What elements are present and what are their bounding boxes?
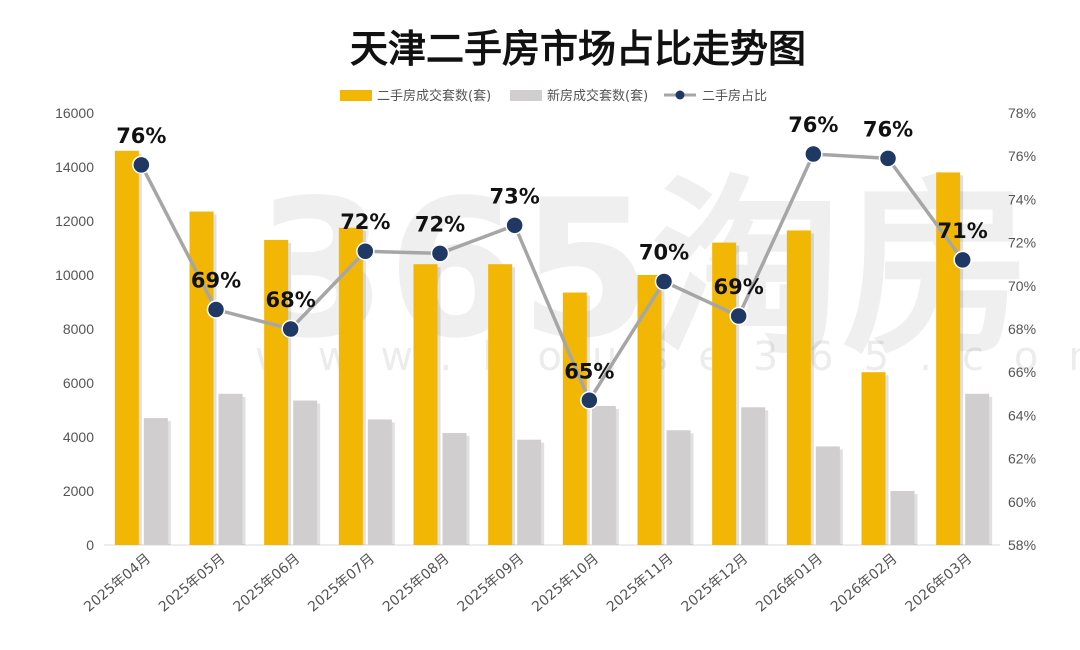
- ratio-data-label: 71%: [938, 219, 988, 243]
- bar-newhouse: [143, 418, 168, 545]
- bar-series: [114, 150, 993, 546]
- left-axis-tick: 2000: [63, 483, 94, 499]
- bar-newhouse: [517, 439, 542, 545]
- legend-swatch-ratio-marker: [675, 90, 685, 100]
- legend-swatch-newhouse: [510, 90, 542, 101]
- ratio-data-label: 69%: [191, 269, 241, 293]
- bar-newhouse: [293, 400, 318, 545]
- ratio-data-label: 76%: [788, 113, 838, 137]
- bar-secondhand: [936, 172, 961, 545]
- legend-label-newhouse: 新房成交套数(套): [547, 88, 648, 104]
- right-axis-tick: 64%: [1008, 407, 1036, 423]
- bar-secondhand: [562, 292, 587, 545]
- legend-label-ratio: 二手房占比: [702, 88, 767, 104]
- ratio-point: [430, 244, 450, 263]
- ratio-line: [139, 152, 965, 405]
- bar-secondhand: [114, 150, 139, 546]
- chart-title: 天津二手房市场占比走势图: [350, 27, 806, 71]
- ratio-point: [132, 155, 151, 175]
- x-axis-tick: 2025年11月: [604, 551, 677, 616]
- bar-secondhand: [712, 242, 737, 545]
- ratio-point: [804, 144, 823, 164]
- bar-newhouse: [442, 432, 467, 545]
- bar-secondhand: [264, 239, 289, 545]
- ratio-point: [654, 272, 674, 291]
- bar-newhouse: [367, 419, 392, 545]
- left-axis-tick: 4000: [63, 429, 94, 445]
- x-axis-tick: 2025年07月: [305, 551, 378, 616]
- ratio-data-label: 65%: [564, 359, 614, 383]
- right-axis-tick: 78%: [1008, 105, 1036, 121]
- ratio-point: [878, 149, 898, 168]
- bar-secondhand: [488, 264, 513, 545]
- bar-newhouse: [965, 393, 990, 545]
- x-axis-tick: 2025年05月: [156, 551, 229, 616]
- ratio-point: [505, 216, 524, 235]
- bar-newhouse: [218, 393, 243, 545]
- ratio-data-label: 73%: [490, 184, 540, 208]
- x-axis-tick: 2026年01月: [753, 551, 826, 616]
- left-axis-tick: 12000: [55, 213, 94, 229]
- right-axis-tick: 58%: [1008, 537, 1036, 553]
- ratio-data-label: 72%: [340, 210, 390, 234]
- left-axis-tick: 6000: [63, 375, 94, 391]
- ratio-point: [580, 391, 599, 410]
- ratio-data-label: 76%: [116, 124, 166, 148]
- right-axis-tick: 74%: [1008, 191, 1036, 207]
- x-axis-tick: 2025年09月: [455, 551, 528, 616]
- bar-secondhand: [338, 227, 363, 545]
- right-axis-tick: 62%: [1008, 451, 1036, 467]
- legend: 二手房成交套数(套) 新房成交套数(套) 二手房占比: [340, 88, 767, 104]
- right-axis-tick: 66%: [1008, 364, 1036, 380]
- right-axis-tick: 70%: [1008, 278, 1036, 294]
- left-axis-tick: 8000: [63, 321, 94, 337]
- left-axis-tick: 10000: [55, 267, 94, 283]
- bar-newhouse: [666, 430, 691, 545]
- bar-secondhand: [786, 230, 811, 545]
- bar-newhouse: [591, 405, 616, 545]
- right-axis-tick: 72%: [1008, 235, 1036, 251]
- ratio-point: [281, 319, 300, 339]
- bar-secondhand: [413, 264, 438, 545]
- right-axis: 58% 60% 62% 64% 66% 68% 70% 72% 74% 76% 78%: [1008, 105, 1036, 553]
- ratio-point: [729, 306, 748, 326]
- legend-swatch-secondhand: [340, 90, 372, 101]
- x-axis-tick: 2025年08月: [380, 551, 453, 616]
- left-axis: 0 2000 4000 6000 8000 10000 12000 14000 16000: [55, 105, 94, 553]
- ratio-data-label: 69%: [714, 275, 764, 299]
- left-axis-tick: 14000: [55, 159, 94, 175]
- ratio-data-label: 68%: [266, 288, 316, 312]
- legend-label-secondhand: 二手房成交套数(套): [377, 88, 491, 104]
- ratio-data-label: 76%: [863, 117, 913, 141]
- ratio-point: [206, 300, 226, 319]
- x-axis-tick: 2025年12月: [679, 551, 752, 616]
- bar-newhouse: [815, 446, 840, 545]
- right-axis-tick: 60%: [1008, 494, 1036, 510]
- right-axis-tick: 68%: [1008, 321, 1036, 337]
- left-axis-tick: 0: [86, 537, 94, 553]
- ratio-point: [953, 250, 972, 270]
- x-axis: 2025年04月 2025年05月 2025年06月 2025年07月 2025年08月…: [81, 551, 975, 616]
- x-axis-tick: 2026年03月: [903, 551, 976, 616]
- ratio-data-label: 72%: [415, 212, 465, 236]
- x-axis-tick: 2025年10月: [529, 551, 602, 616]
- ratio-data-label: 70%: [639, 240, 689, 264]
- x-axis-tick: 2025年04月: [81, 551, 154, 616]
- left-axis-tick: 16000: [55, 105, 94, 121]
- ratio-line-series: 76% 69% 68% 72% 72% 73% 65% 70% 69% 76% 76% 71%: [116, 113, 988, 410]
- bar-newhouse: [890, 491, 915, 545]
- x-axis-tick: 2026年02月: [828, 551, 901, 616]
- bar-secondhand: [861, 372, 886, 545]
- ratio-point: [356, 241, 375, 261]
- x-axis-tick: 2025年06月: [231, 551, 304, 616]
- right-axis-tick: 76%: [1008, 148, 1036, 164]
- bar-newhouse: [741, 407, 766, 545]
